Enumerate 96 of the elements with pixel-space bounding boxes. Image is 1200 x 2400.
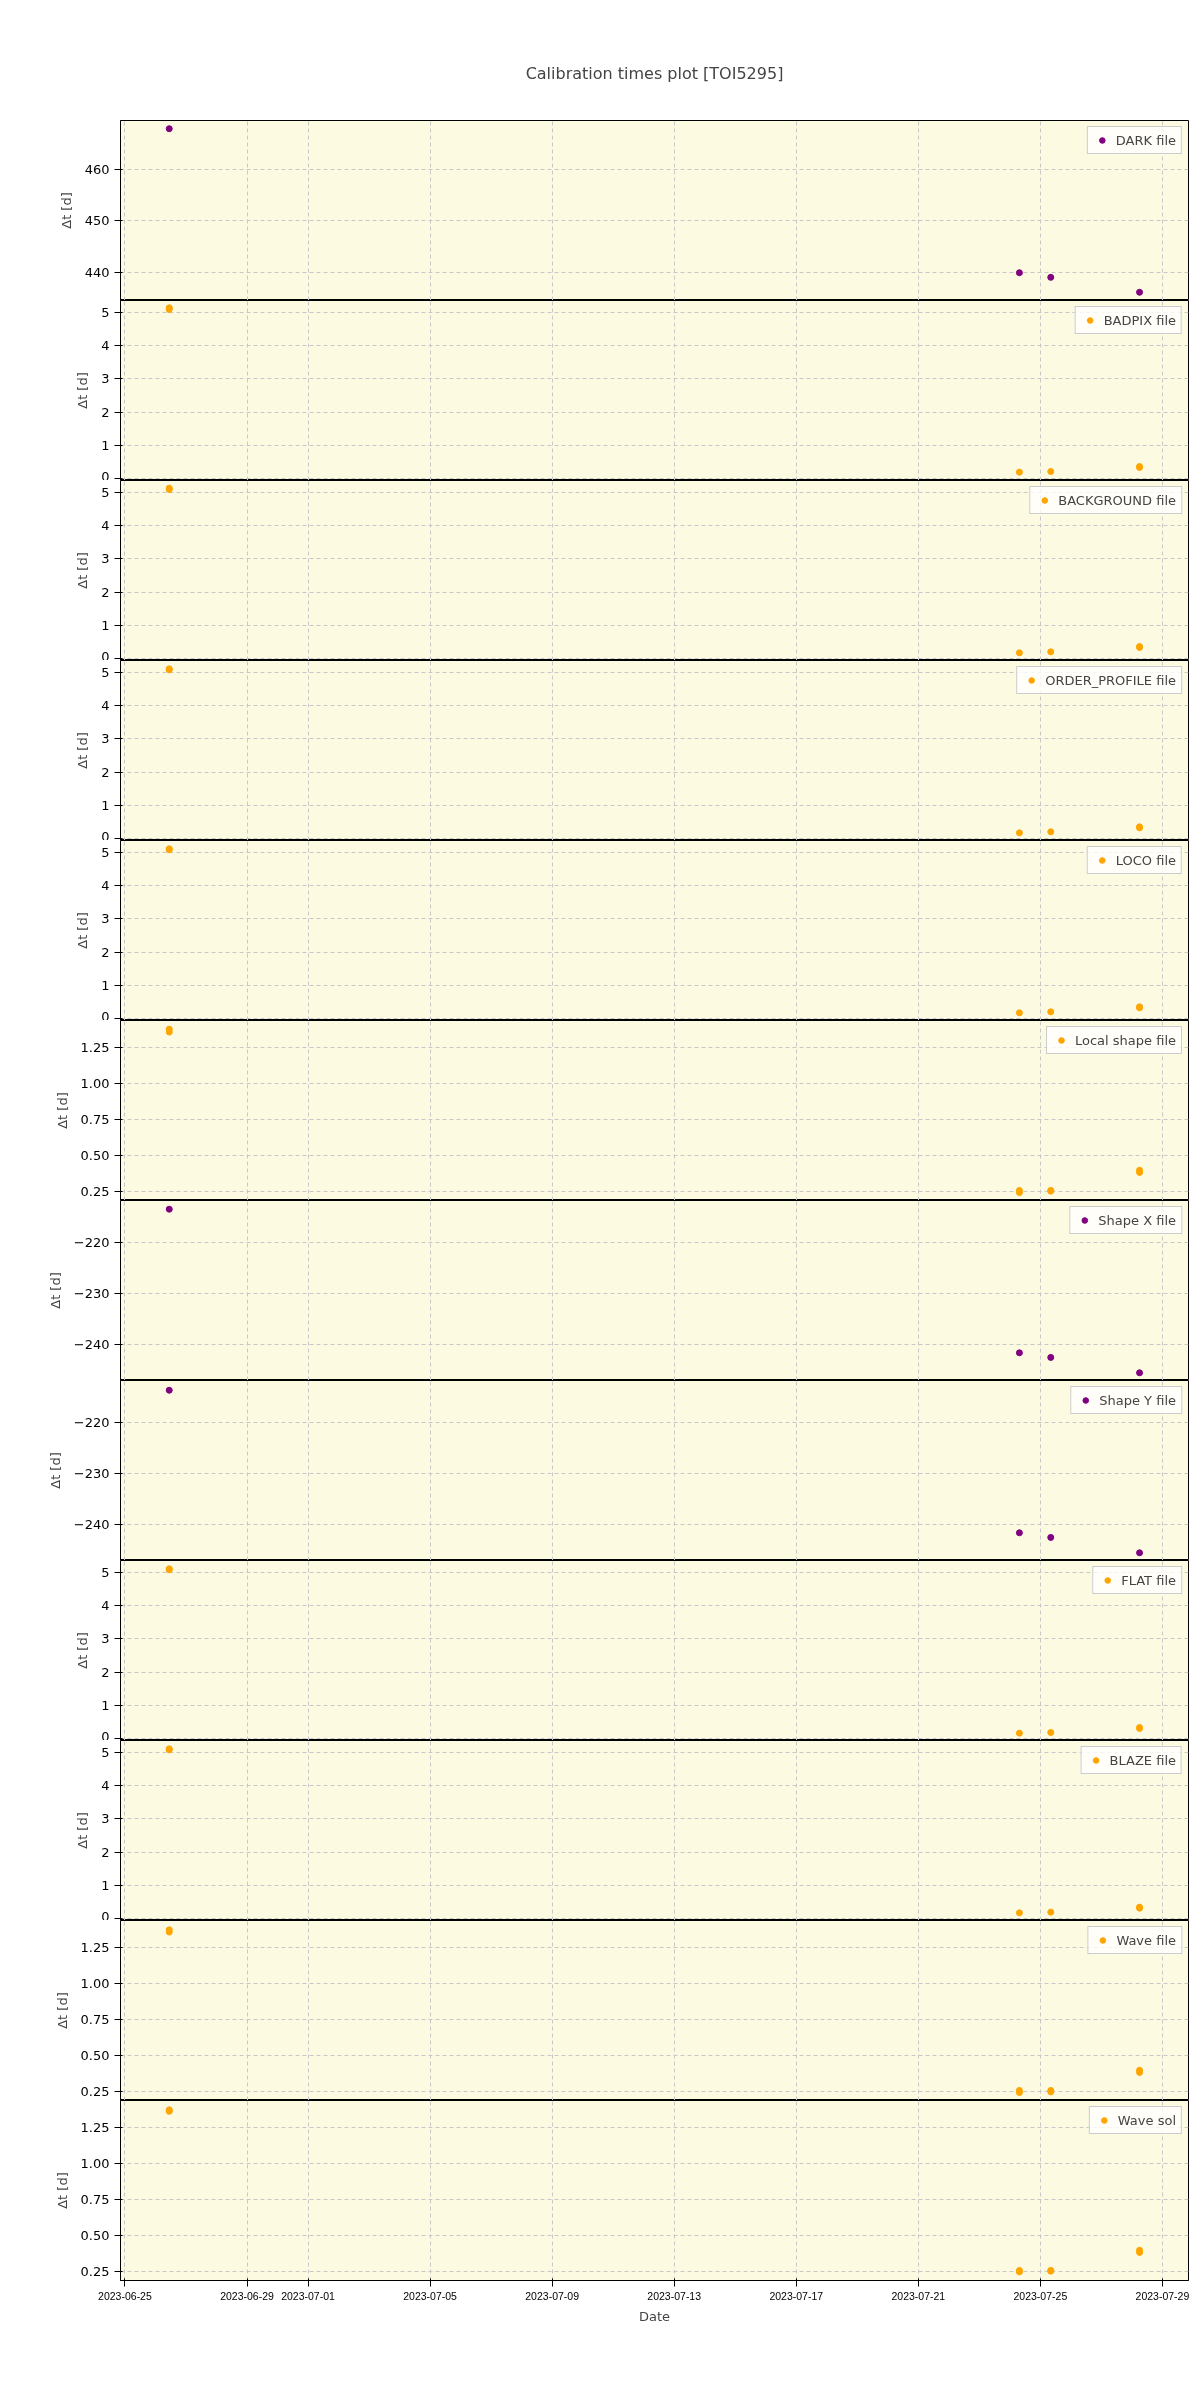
x-tick-label: 2023-07-05 (403, 2289, 458, 2302)
x-tick-label: 2023-07-17 (769, 2289, 824, 2302)
x-tick-label: 2023-07-25 (1013, 2289, 1068, 2302)
x-tick-label: 2023-07-09 (525, 2289, 580, 2302)
y-tick-label: 0.50 (80, 1148, 110, 1164)
y-tick-label: 2 (101, 1844, 110, 1860)
y-tick-label: 5 (101, 484, 110, 500)
y-tick-label: 3 (101, 911, 110, 927)
y-tick-label: 2 (101, 764, 110, 780)
y-axis-title: Δt [d] (75, 732, 91, 769)
y-axis-title: Δt [d] (47, 1272, 63, 1309)
y-axis-title: Δt [d] (75, 1632, 91, 1669)
x-tick-label: 2023-07-01 (281, 2289, 336, 2302)
legend-label: Shape X file (1098, 1212, 1176, 1228)
y-tick-label: 5 (101, 1744, 110, 1760)
legend-label: LOCO file (1115, 852, 1176, 868)
y-tick-label: 1 (101, 438, 110, 453)
y-tick-label: 5 (101, 664, 110, 680)
y-tick-label: 1 (101, 1698, 110, 1713)
y-tick-label: −230 (73, 1285, 110, 1301)
y-tick-label: 4 (101, 338, 110, 353)
y-axis-title: Δt [d] (75, 912, 91, 949)
y-axis-title: Δt [d] (54, 2172, 70, 2209)
y-tick-label: −220 (73, 1414, 110, 1430)
y-tick-label: 460 (84, 161, 110, 177)
legend-label: Wave file (1116, 1932, 1176, 1948)
y-tick-label: 0 (101, 828, 110, 844)
y-tick-label: −220 (73, 1234, 110, 1250)
y-tick-label: 0.75 (80, 1112, 110, 1128)
y-tick-label: 4 (101, 518, 110, 533)
y-tick-label: 1.00 (80, 2156, 110, 2172)
y-tick-label: 2 (101, 944, 110, 960)
y-tick-label: 0 (101, 1908, 110, 1924)
y-tick-label: 3 (101, 1811, 110, 1827)
y-tick-label: 0.25 (80, 2264, 110, 2280)
chart-title: Calibration times plot [TOI5295] (525, 64, 784, 83)
y-tick-label: 5 (101, 1564, 110, 1580)
legend-label: FLAT file (1121, 1572, 1176, 1588)
y-tick-label: −240 (73, 1337, 110, 1353)
y-tick-label: 0.25 (80, 1184, 110, 1200)
y-tick-label: 3 (101, 731, 110, 747)
y-axis-title: Δt [d] (47, 1452, 63, 1489)
y-tick-label: 1.00 (80, 1976, 110, 1992)
y-tick-label: 0.75 (80, 2012, 110, 2028)
x-tick-label: 2023-06-25 (98, 2289, 152, 2302)
y-tick-label: 4 (101, 698, 110, 713)
y-tick-label: 3 (101, 371, 110, 387)
x-tick-label: 2023-06-29 (220, 2289, 275, 2302)
y-tick-label: 5 (101, 844, 110, 860)
y-tick-label: 0.50 (80, 2048, 110, 2064)
legend-label: BLAZE file (1109, 1752, 1176, 1768)
legend-label: Shape Y file (1099, 1392, 1176, 1408)
y-tick-label: 440 (84, 264, 110, 280)
x-tick-label: 2023-07-21 (891, 2289, 946, 2302)
y-tick-label: 0 (101, 468, 110, 484)
y-tick-label: 1 (101, 618, 110, 633)
y-tick-label: 0.75 (80, 2192, 110, 2208)
y-tick-label: 450 (84, 213, 110, 229)
x-tick-label: 2023-07-29 (1135, 2289, 1190, 2302)
legend-label: Wave sol (1117, 2112, 1176, 2128)
y-tick-label: 3 (101, 551, 110, 567)
y-tick-label: 0 (101, 1008, 110, 1024)
y-tick-label: 4 (101, 1778, 110, 1793)
y-axis-title: Δt [d] (75, 372, 91, 409)
y-tick-label: 1 (101, 1878, 110, 1893)
y-tick-label: 0 (101, 648, 110, 664)
legend-label: ORDER_PROFILE file (1045, 672, 1176, 688)
y-tick-label: 1.25 (80, 1940, 110, 1956)
y-tick-label: 1 (101, 978, 110, 993)
y-tick-label: 2 (101, 584, 110, 600)
y-tick-label: 1.25 (80, 1040, 110, 1056)
y-axis-title: Δt [d] (75, 1812, 91, 1849)
y-tick-label: 4 (101, 878, 110, 893)
x-tick-label: 2023-07-13 (647, 2289, 702, 2302)
y-tick-label: 2 (101, 1664, 110, 1680)
y-tick-label: 2 (101, 404, 110, 420)
legend-label: BADPIX file (1103, 312, 1176, 328)
y-tick-label: 1.00 (80, 1076, 110, 1092)
y-tick-label: −240 (73, 1517, 110, 1533)
y-axis-title: Δt [d] (54, 1992, 70, 2029)
y-tick-label: 0 (101, 1728, 110, 1744)
y-tick-label: 1 (101, 798, 110, 813)
y-tick-label: 0.25 (80, 2084, 110, 2100)
legend-label: BACKGROUND file (1058, 492, 1176, 508)
legend-label: DARK file (1115, 132, 1176, 148)
y-tick-label: 3 (101, 1631, 110, 1647)
y-tick-label: 0.50 (80, 2228, 110, 2244)
y-axis-title: Δt [d] (75, 552, 91, 589)
legend-label: Local shape file (1075, 1032, 1176, 1048)
y-axis-title: Δt [d] (58, 192, 74, 229)
y-tick-label: 1.25 (80, 2120, 110, 2136)
y-tick-label: −230 (73, 1465, 110, 1481)
y-tick-label: 4 (101, 1598, 110, 1613)
y-tick-label: 5 (101, 304, 110, 320)
y-axis-title: Δt [d] (54, 1092, 70, 1129)
x-axis-title: Date (638, 2308, 671, 2324)
